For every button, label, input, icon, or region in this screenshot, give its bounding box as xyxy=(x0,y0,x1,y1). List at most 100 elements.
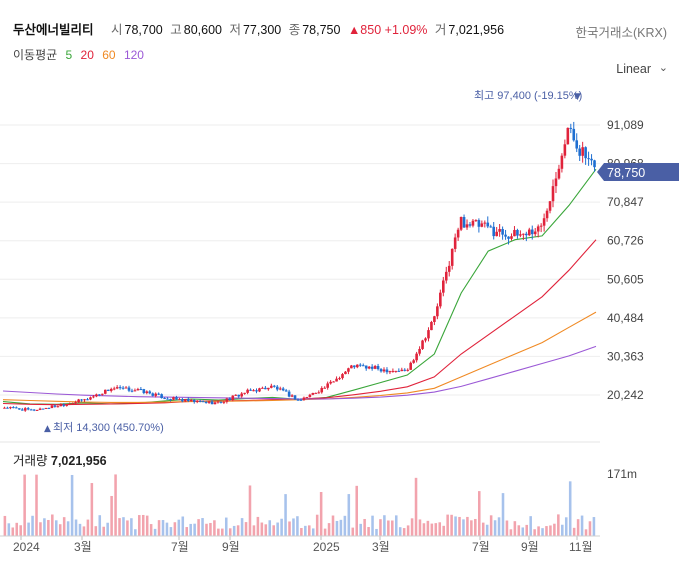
volume-bar xyxy=(173,522,177,536)
candle-body xyxy=(483,222,487,224)
candle xyxy=(249,388,252,391)
close-value: 78,750 xyxy=(302,23,341,37)
candle xyxy=(477,218,481,233)
candle-body xyxy=(281,388,285,391)
candle-body xyxy=(397,370,401,372)
candle-body xyxy=(101,393,104,395)
x-tick-label: 2025 xyxy=(313,540,340,554)
candle-body xyxy=(358,364,362,366)
candle-body xyxy=(166,398,169,400)
ma-5-line xyxy=(2,168,597,405)
candle-body xyxy=(130,390,134,392)
candle xyxy=(323,386,327,389)
candle xyxy=(593,159,596,172)
volume-bar xyxy=(367,527,370,536)
volume-bar xyxy=(292,518,295,536)
candle xyxy=(551,179,555,208)
candle xyxy=(581,141,584,163)
candle xyxy=(77,398,80,404)
candle xyxy=(364,365,368,371)
volume-bar xyxy=(209,522,212,536)
volume-panel-label: 거래량 xyxy=(13,454,48,468)
current-price-label: 78,750 xyxy=(607,166,645,180)
volume-bar xyxy=(217,528,220,536)
volume-bar xyxy=(296,516,299,536)
volume-bar xyxy=(470,520,473,536)
candle-body xyxy=(261,387,264,389)
volume-bar xyxy=(272,525,275,536)
candle-body xyxy=(406,369,410,371)
candle-body xyxy=(160,394,163,399)
volume-panel-title: 거래량 7,021,956 xyxy=(13,450,107,469)
candle xyxy=(533,228,537,237)
volume-bar xyxy=(319,491,323,536)
candle xyxy=(394,370,398,373)
candle-body xyxy=(228,398,232,401)
candle-body xyxy=(77,399,80,403)
candle xyxy=(367,366,371,370)
candle xyxy=(522,233,525,240)
candle xyxy=(26,406,30,411)
candle-body xyxy=(477,220,481,227)
candle xyxy=(388,370,392,375)
price-tick-label: 50,605 xyxy=(607,272,644,286)
candle-body xyxy=(154,393,157,396)
volume-bar xyxy=(426,520,430,536)
volume-label: 거 xyxy=(434,23,447,37)
candle xyxy=(275,385,279,392)
candle xyxy=(590,154,593,166)
candle xyxy=(101,393,104,396)
x-tick-label: 7월 xyxy=(171,540,189,554)
volume-bar xyxy=(288,521,291,536)
change-pct: +1.09% xyxy=(384,23,428,37)
volume-bar xyxy=(458,516,461,536)
candle xyxy=(516,228,519,239)
volume-bar xyxy=(169,527,173,536)
candle-body xyxy=(332,381,335,383)
volume-bar xyxy=(224,517,228,536)
candle-body xyxy=(530,229,534,235)
volume-bar xyxy=(311,528,315,536)
candle xyxy=(189,398,193,402)
volume-bar xyxy=(572,527,576,536)
candle-body xyxy=(92,396,95,398)
candle-body xyxy=(536,226,540,232)
volume-bar xyxy=(509,529,513,536)
volume-bar xyxy=(584,529,588,536)
price-tick-label: 91,089 xyxy=(607,118,644,132)
volume-bar xyxy=(11,527,15,536)
candle-body xyxy=(258,388,261,392)
candle xyxy=(299,398,303,401)
candle-body xyxy=(29,409,33,411)
candle-body xyxy=(293,395,297,400)
volume-bar xyxy=(54,520,58,536)
volume-bar xyxy=(35,474,38,536)
volume-bar xyxy=(134,529,137,536)
candle-body xyxy=(112,388,116,390)
candle xyxy=(569,123,573,134)
volume-bar xyxy=(157,520,161,536)
volume-bar xyxy=(493,520,497,536)
change-value: ▲850 xyxy=(347,23,382,37)
candle xyxy=(187,397,190,403)
candle-body xyxy=(480,223,484,227)
scale-mode-dropdown[interactable]: Linear ⌄ xyxy=(616,62,668,76)
volume-bar xyxy=(398,527,402,536)
volume-bar xyxy=(481,522,485,536)
candle xyxy=(459,216,463,232)
candle-body xyxy=(590,158,593,161)
volume-bar xyxy=(94,526,98,536)
moving-average-legend: 이동평균 5 20 60 120 xyxy=(13,46,149,63)
candle-body xyxy=(187,398,190,402)
candle-body xyxy=(210,401,214,405)
x-tick-label: 3월 xyxy=(74,540,92,554)
candle-body xyxy=(572,128,576,141)
volume-bar xyxy=(391,520,394,536)
candle xyxy=(29,408,33,411)
candle-body xyxy=(421,340,424,349)
candle xyxy=(444,266,448,284)
candle-body xyxy=(213,402,217,405)
ma-60-label: 60 xyxy=(102,48,116,62)
candle xyxy=(195,400,199,404)
